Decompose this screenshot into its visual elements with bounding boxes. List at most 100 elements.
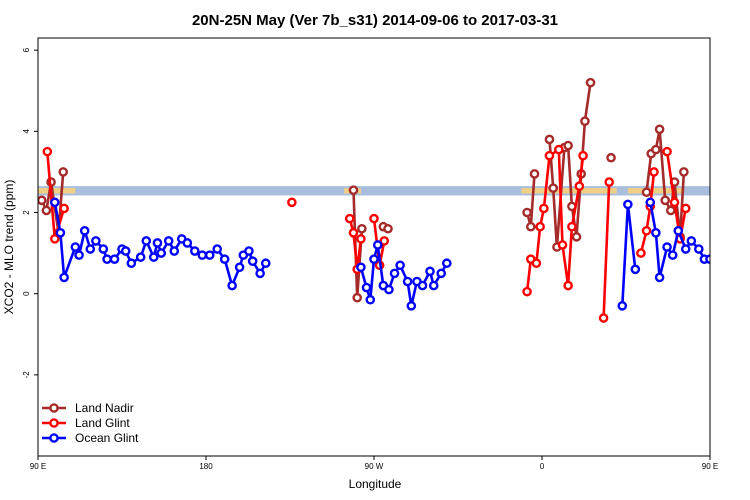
data-point-ocean-glint <box>109 254 120 264</box>
data-point-land-glint <box>557 240 568 250</box>
data-point-land-nadir <box>580 116 590 126</box>
data-point-ocean-glint <box>395 260 405 271</box>
data-point-ocean-glint <box>163 236 174 246</box>
data-point-ocean-glint <box>55 227 66 238</box>
x-tick-label: 180 <box>199 462 213 471</box>
series-line-land-glint <box>639 171 656 254</box>
band-highlight <box>521 188 617 194</box>
data-point-land-glint <box>287 197 297 208</box>
data-point-ocean-glint <box>425 266 435 277</box>
data-point-land-nadir <box>548 183 559 193</box>
data-point-land-nadir <box>641 187 652 198</box>
series-line-land-glint <box>665 151 687 241</box>
data-point-land-glint <box>662 146 672 157</box>
data-point-land-glint <box>567 221 577 232</box>
data-point-ocean-glint <box>651 227 661 238</box>
data-point-ocean-glint <box>673 225 684 236</box>
x-axis-label: Longitude <box>349 477 402 491</box>
data-point-ocean-glint <box>361 282 372 293</box>
data-point-land-glint <box>604 177 615 187</box>
data-point-ocean-glint <box>98 244 109 254</box>
data-point-ocean-glint <box>169 246 180 256</box>
data-point-ocean-glint <box>227 280 237 291</box>
series-layer <box>38 77 721 323</box>
data-point-ocean-glint <box>120 246 131 256</box>
data-point-land-nadir <box>660 195 671 206</box>
y-axis: -2 0 2 4 6 <box>22 47 38 378</box>
data-point-ocean-glint <box>91 236 101 246</box>
data-point-land-glint <box>535 221 545 232</box>
data-point-ocean-glint <box>79 225 90 236</box>
data-point-ocean-glint <box>260 258 271 269</box>
series-line-land-nadir <box>525 173 536 228</box>
x-tick-label: 90 E <box>30 462 46 471</box>
y-tick-label: 0 <box>22 291 31 296</box>
data-point-ocean-glint <box>667 250 678 260</box>
data-point-land-nadir <box>654 124 665 135</box>
data-point-ocean-glint <box>59 272 69 283</box>
data-point-land-glint <box>356 234 366 244</box>
y-tick-label: 6 <box>22 47 31 52</box>
data-point-ocean-glint <box>70 242 81 252</box>
data-point-land-nadir <box>383 223 393 234</box>
data-point-ocean-glint <box>204 250 215 260</box>
data-point-land-glint <box>544 150 555 161</box>
data-point-ocean-glint <box>365 294 376 305</box>
legend-label-land-nadir: Land Nadir <box>75 401 134 415</box>
data-point-ocean-glint <box>384 284 394 295</box>
data-point-land-glint <box>598 313 609 323</box>
data-point-ocean-glint <box>189 246 200 256</box>
data-point-land-glint <box>531 258 542 269</box>
data-point-land-glint <box>379 236 390 246</box>
data-point-land-glint <box>522 286 532 297</box>
data-point-ocean-glint <box>436 268 447 279</box>
y-tick-label: -2 <box>22 371 31 379</box>
data-point-land-glint <box>554 144 564 155</box>
data-point-land-glint <box>369 213 379 224</box>
data-point-ocean-glint <box>85 244 96 254</box>
data-point-ocean-glint <box>212 244 222 254</box>
data-point-ocean-glint <box>234 262 245 273</box>
band-highlight <box>38 188 76 194</box>
data-point-ocean-glint <box>428 280 439 291</box>
data-point-ocean-glint <box>694 244 704 254</box>
band-highlight <box>627 188 684 194</box>
data-point-land-nadir <box>651 144 661 155</box>
data-point-ocean-glint <box>219 254 230 264</box>
data-point-land-nadir <box>38 195 47 206</box>
data-point-ocean-glint <box>680 244 691 254</box>
data-point-land-nadir <box>571 232 582 242</box>
data-point-land-nadir <box>585 77 596 88</box>
data-point-ocean-glint <box>126 258 137 269</box>
legend-label-ocean-glint: Ocean Glint <box>75 431 139 445</box>
data-point-ocean-glint <box>686 236 697 246</box>
data-point-ocean-glint <box>372 240 383 250</box>
data-point-ocean-glint <box>369 254 379 264</box>
data-point-ocean-glint <box>714 245 721 252</box>
legend-marker-land-nadir <box>49 403 59 413</box>
data-point-ocean-glint <box>662 242 672 252</box>
data-point-ocean-glint <box>244 246 254 256</box>
series-line-land-glint <box>348 218 363 271</box>
data-point-land-nadir <box>522 207 532 218</box>
data-point-land-glint <box>641 225 652 236</box>
data-point-land-nadir <box>41 205 52 216</box>
series-ocean-glint <box>50 197 721 311</box>
data-point-land-nadir <box>563 140 573 151</box>
data-point-ocean-glint <box>135 252 146 262</box>
series-land-glint <box>42 144 691 323</box>
data-point-ocean-glint <box>156 248 166 258</box>
data-point-ocean-glint <box>623 199 633 210</box>
legend-label-land-glint: Land Glint <box>75 416 130 430</box>
data-point-ocean-glint <box>141 236 152 246</box>
data-point-ocean-glint <box>630 264 641 275</box>
data-point-ocean-glint <box>182 238 193 248</box>
data-point-ocean-glint <box>441 258 452 269</box>
data-point-land-nadir <box>666 205 676 216</box>
data-point-ocean-glint <box>705 254 710 264</box>
data-point-land-nadir <box>526 221 536 232</box>
data-point-land-glint <box>669 197 680 208</box>
data-point-ocean-glint <box>148 252 159 262</box>
data-point-land-glint <box>680 203 691 214</box>
data-point-land-nadir <box>352 292 363 303</box>
